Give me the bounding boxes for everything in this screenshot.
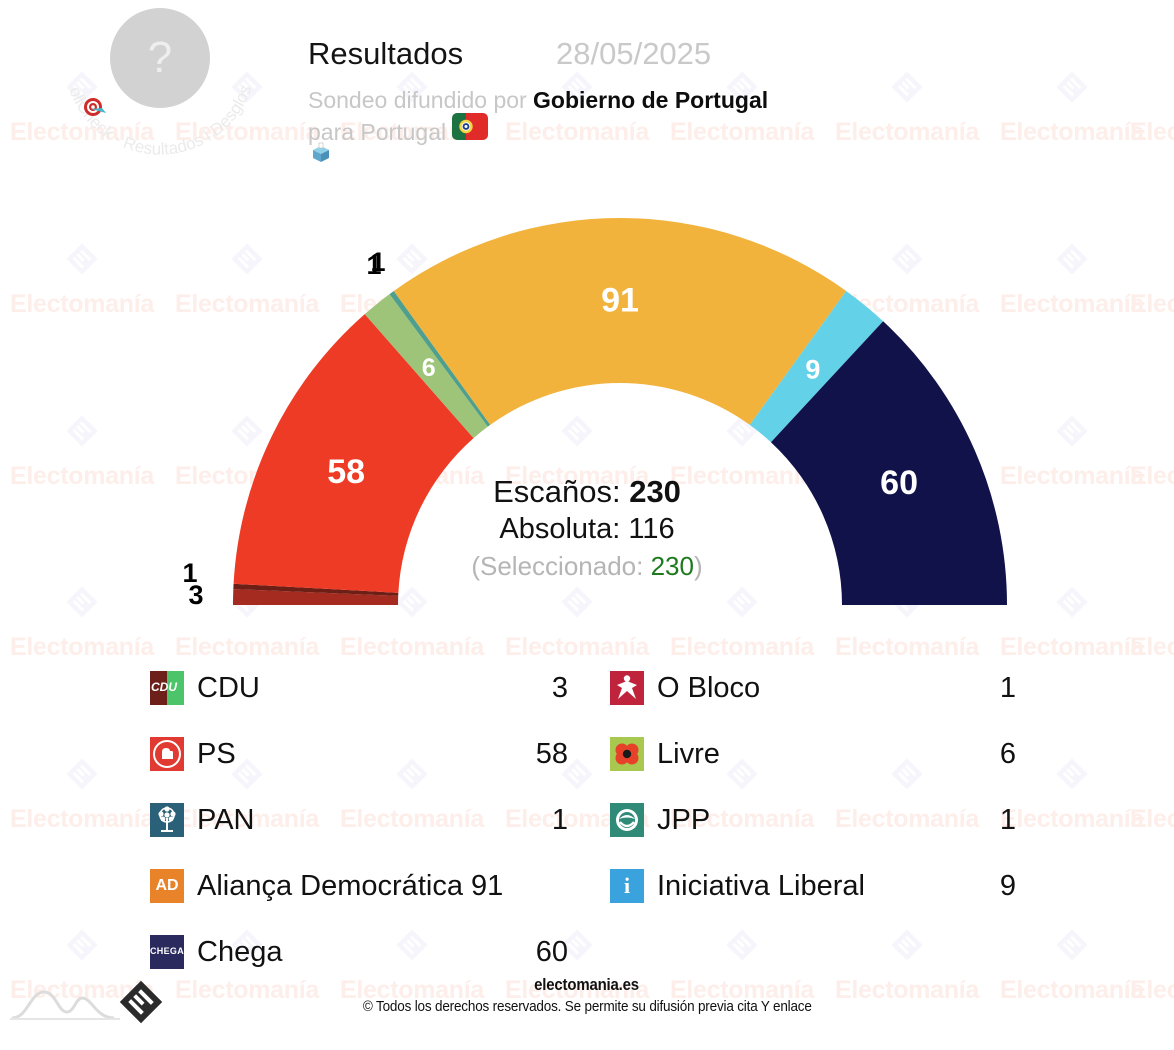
legend-row[interactable]: JPP 1 — [610, 787, 1030, 853]
pan-tree-logo-icon — [150, 803, 184, 837]
pollcheck-arc-label: PollCheck - Resultados i Desglose — [60, 68, 255, 159]
seats-label: Escaños: — [493, 474, 621, 509]
pollster-avatar: ? — [110, 8, 210, 108]
legend-party-name: CDU — [197, 671, 260, 704]
arc-outside-label-cdu: 3 — [188, 580, 203, 610]
legend-party-name: Aliança Democrática — [197, 869, 463, 902]
legend-party-name: PAN — [197, 803, 255, 836]
arc-segment-cdu[interactable] — [233, 589, 399, 605]
wave-graphic-icon — [10, 990, 120, 1020]
legend-party-seats: 6 — [999, 737, 1016, 770]
electomania-logo-icon — [119, 980, 163, 1024]
arc-outside-label-jpp: 1 — [366, 250, 381, 280]
ballot-box-icon — [313, 142, 329, 162]
selected-line: (Seleccionado: 230) — [0, 550, 1174, 584]
legend-party-seats: 60 — [535, 935, 568, 968]
selected-suffix: ) — [693, 551, 703, 582]
target-pin-icon — [84, 98, 106, 116]
seats-value: 230 — [629, 474, 681, 509]
arc-value-label-iniciativa-liberal: 9 — [805, 354, 820, 384]
legend-column-left: CDU CDU 3 PS 58 PAN 1 AD Aliança Democrática 91 CH… — [150, 655, 570, 985]
arc-segment-iniciativa-liberal[interactable] — [749, 290, 884, 443]
chart-center-summary: Escaños: 230 Absoluta: 116 (Seleccionado… — [0, 473, 1174, 584]
arc-segment-livre[interactable] — [364, 294, 488, 439]
ad-logo-icon: AD — [150, 869, 184, 903]
livre-poppy-logo-icon — [610, 737, 644, 771]
legend-row[interactable]: Livre 6 — [610, 721, 1030, 787]
arc-outside-label-jpp-2: 1 — [370, 247, 385, 277]
jpp-logo-icon — [610, 803, 644, 837]
selected-prefix: (Seleccionado: — [471, 551, 644, 582]
legend-row[interactable]: AD Aliança Democrática 91 — [150, 853, 570, 919]
chega-logo-icon: CHEGA — [150, 935, 184, 969]
absolute-value: 116 — [628, 512, 675, 545]
page-title: Resultados — [308, 36, 464, 71]
selected-value: 230 — [650, 551, 694, 582]
legend-row[interactable]: i Iniciativa Liberal 9 — [610, 853, 1030, 919]
legend-row[interactable]: PAN 1 — [150, 787, 570, 853]
bloco-star-logo-icon — [610, 671, 644, 705]
legend-party-seats: 1 — [999, 671, 1016, 704]
legend-party-seats: 9 — [999, 869, 1016, 902]
arc-value-label-livre: 6 — [422, 354, 436, 382]
pollster-for-label: para Portugal — [308, 119, 447, 145]
legend-row[interactable]: CDU CDU 3 — [150, 655, 570, 721]
legend-party-seats: 1 — [551, 803, 568, 836]
legend-column-right: O Bloco 1 Livre 6 JPP 1 i Iniciativa Liberal 9 — [610, 655, 1030, 919]
legend-party-seats: 91 — [470, 869, 504, 902]
footer-rights-text: © Todos los derechos reservados. Se perm… — [362, 998, 812, 1015]
ps-fist-logo-icon — [150, 737, 184, 771]
legend-party-name: Iniciativa Liberal — [657, 869, 865, 902]
portugal-flag-icon — [452, 113, 488, 140]
legend-party-seats: 3 — [551, 671, 568, 704]
footer: electomania.es © Todos los derechos rese… — [0, 975, 1174, 1050]
cdu-logo-icon: CDU — [150, 671, 184, 705]
legend-row[interactable]: O Bloco 1 — [610, 655, 1030, 721]
avatar-placeholder-glyph: ? — [147, 33, 173, 82]
arc-value-label-alianza-democrática: 91 — [601, 282, 639, 320]
legend-row[interactable]: PS 58 — [150, 721, 570, 787]
arc-value-label-ps: 58 — [327, 453, 365, 491]
legend-party-name: PS — [197, 737, 236, 770]
footer-site-name[interactable]: electomania.es — [534, 975, 640, 994]
absolute-label: Absoluta: — [499, 512, 621, 545]
arc-segment-jpp[interactable] — [389, 290, 491, 427]
arc-outside-label-o-bloco: 1 — [182, 558, 197, 588]
arc-segment-ps[interactable] — [233, 314, 474, 593]
header: ? PollCheck - Resultados i Desglose Resu… — [0, 0, 1174, 190]
pollster-prefix-label: Sondeo difundido por — [308, 87, 527, 113]
absolute-majority-line: Absoluta: 116 — [0, 511, 1174, 547]
legend-party-name: Livre — [657, 737, 720, 770]
legend-party-seats: 1 — [999, 803, 1016, 836]
arc-segment-chega[interactable] — [770, 321, 1007, 605]
legend-party-name: O Bloco — [657, 671, 761, 704]
arc-segment-o-bloco[interactable] — [233, 583, 399, 596]
legend-party-seats: 58 — [535, 737, 568, 770]
pollster-name: Gobierno de Portugal — [533, 87, 769, 113]
poll-date: 28/05/2025 — [556, 36, 712, 71]
total-seats-line: Escaños: 230 — [0, 473, 1174, 511]
legend-party-name: Chega — [197, 935, 283, 968]
arc-value-label-chega: 60 — [880, 464, 918, 502]
party-legend: CDU CDU 3 PS 58 PAN 1 AD Aliança Democrática 91 CH… — [0, 655, 1174, 969]
il-logo-icon: i — [610, 869, 644, 903]
legend-party-name: JPP — [657, 803, 711, 836]
